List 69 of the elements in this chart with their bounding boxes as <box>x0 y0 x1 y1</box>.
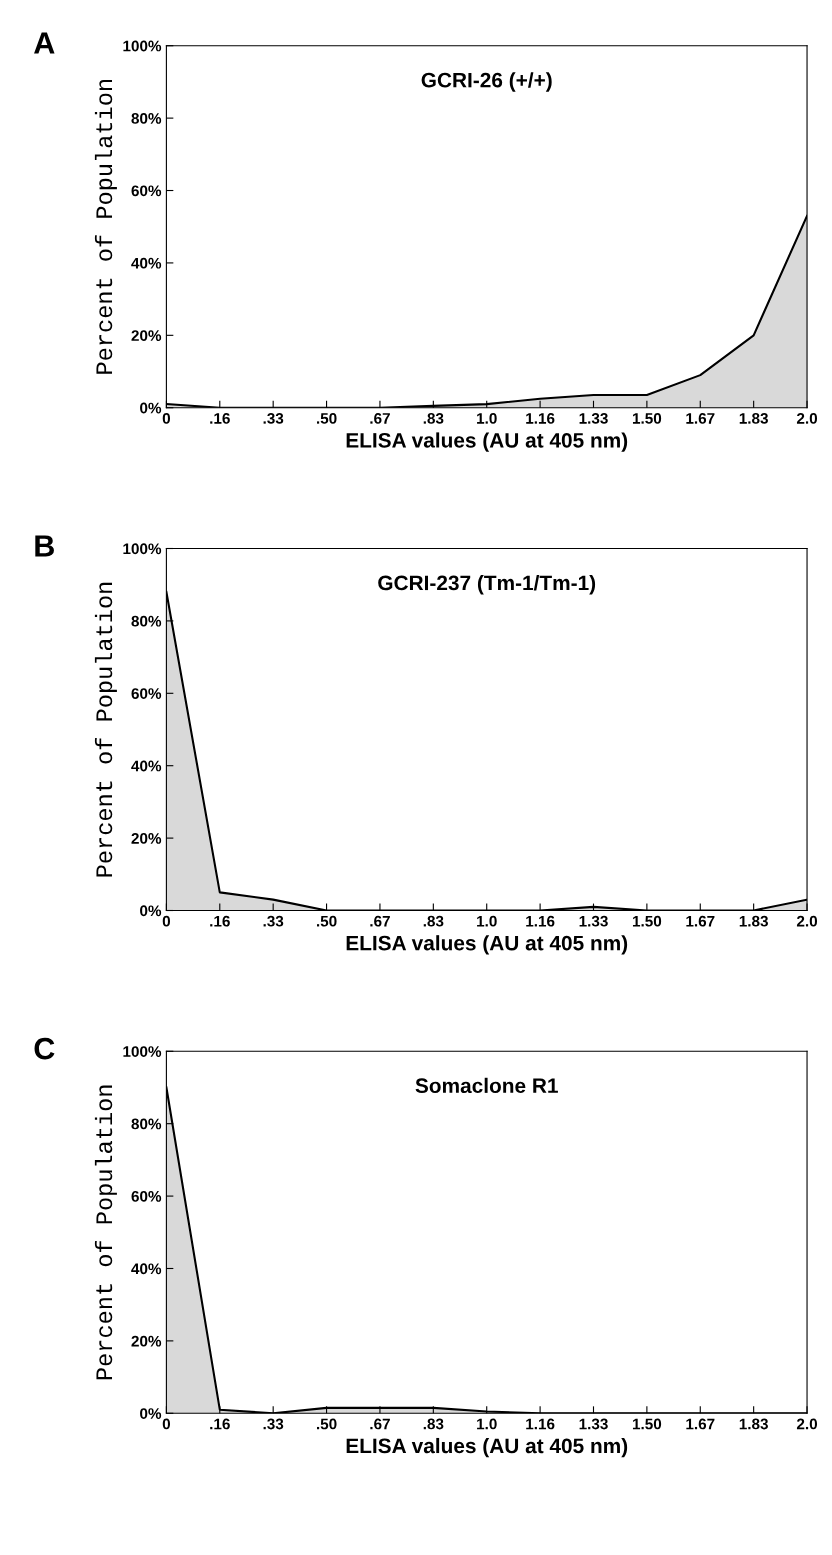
x-tick-label: 1.33 <box>579 1418 608 1430</box>
text: B <box>35 535 54 557</box>
x-axis-title: ELISA values (AU at 405 nm) <box>346 1437 628 1458</box>
text: GCRI-237 (Tm-1/Tm-1) <box>378 574 596 595</box>
x-tick-label: 1.67 <box>686 412 715 424</box>
x-tick-label: .67 <box>370 915 390 927</box>
x-tick-label: 1.83 <box>739 915 768 927</box>
x-tick-label: 0 <box>162 1418 171 1430</box>
x-tick-label: 1.33 <box>579 412 608 424</box>
x-tick-label: .67 <box>370 1418 390 1430</box>
y-axis-title: Percent of Population <box>94 1085 117 1380</box>
y-axis-title: Percent of Population <box>94 80 117 374</box>
x-tick-label: .33 <box>263 915 284 927</box>
x-tick-label: .50 <box>316 412 337 424</box>
y-tick-label: 0% <box>140 402 162 414</box>
x-tick-label: 1.0 <box>477 1418 497 1430</box>
y-tick-label: 100% <box>123 543 162 555</box>
x-tick-label: 1.16 <box>526 915 555 927</box>
x-tick-label: 0 <box>162 915 171 927</box>
x-tick-label: .83 <box>423 915 444 927</box>
y-tick-label: 60% <box>131 1190 162 1202</box>
y-tick-label: 80% <box>131 112 162 124</box>
x-tick-label: .67 <box>370 412 390 424</box>
y-tick-label: 100% <box>123 40 162 52</box>
x-tick-label: .83 <box>423 412 444 424</box>
x-tick-label: 1.0 <box>477 915 497 927</box>
text: C <box>34 1037 55 1060</box>
y-tick-label: 40% <box>131 257 162 269</box>
x-tick-label: 1.83 <box>739 1418 768 1430</box>
y-tick-label: 40% <box>131 1263 162 1275</box>
x-tick-label: .50 <box>316 1418 337 1430</box>
y-tick-label: 80% <box>131 615 162 627</box>
x-tick-label: 1.16 <box>526 412 555 424</box>
x-tick-label: 2.0 <box>796 915 818 927</box>
x-tick-label: 1.50 <box>632 412 662 424</box>
x-axis-title: ELISA values (AU at 405 nm) <box>346 432 628 452</box>
y-tick-label: 20% <box>131 330 162 342</box>
x-tick-label: .33 <box>263 1418 284 1430</box>
x-tick-label: .33 <box>263 412 284 424</box>
x-tick-label: 1.50 <box>632 915 662 927</box>
y-tick-label: 60% <box>131 688 162 699</box>
y-tick-label: 80% <box>131 1118 162 1130</box>
x-tick-label: .16 <box>210 1418 230 1430</box>
x-tick-label: 2.0 <box>796 412 818 424</box>
y-axis-title: Percent of Population <box>94 582 117 877</box>
y-tick-label: 0% <box>140 905 162 917</box>
x-tick-label: 1.0 <box>477 412 497 424</box>
text: GCRI-26 (+/+) <box>421 72 552 92</box>
y-tick-label: 40% <box>131 760 162 772</box>
y-tick-label: 20% <box>131 1335 162 1347</box>
x-tick-label: 2.0 <box>796 1418 818 1430</box>
y-tick-label: 0% <box>140 1408 162 1419</box>
x-axis-title: ELISA values (AU at 405 nm) <box>346 935 628 955</box>
x-tick-label: .83 <box>423 1418 444 1430</box>
x-tick-label: 1.50 <box>632 1418 662 1430</box>
y-tick-label: 20% <box>131 832 162 844</box>
y-tick-label: 100% <box>123 1046 162 1057</box>
y-tick-label: 60% <box>131 185 162 197</box>
x-tick-label: 1.67 <box>686 915 715 927</box>
text: A <box>34 32 55 54</box>
text: Somaclone R1 <box>415 1077 558 1094</box>
x-tick-label: 0 <box>162 412 171 424</box>
x-tick-label: 1.67 <box>686 1418 715 1430</box>
x-tick-label: 1.33 <box>579 915 608 927</box>
x-tick-label: 1.16 <box>526 1418 555 1430</box>
x-tick-label: .16 <box>210 915 230 927</box>
x-tick-label: 1.83 <box>739 412 768 424</box>
x-tick-label: .50 <box>316 915 337 927</box>
x-tick-label: .16 <box>210 412 230 424</box>
